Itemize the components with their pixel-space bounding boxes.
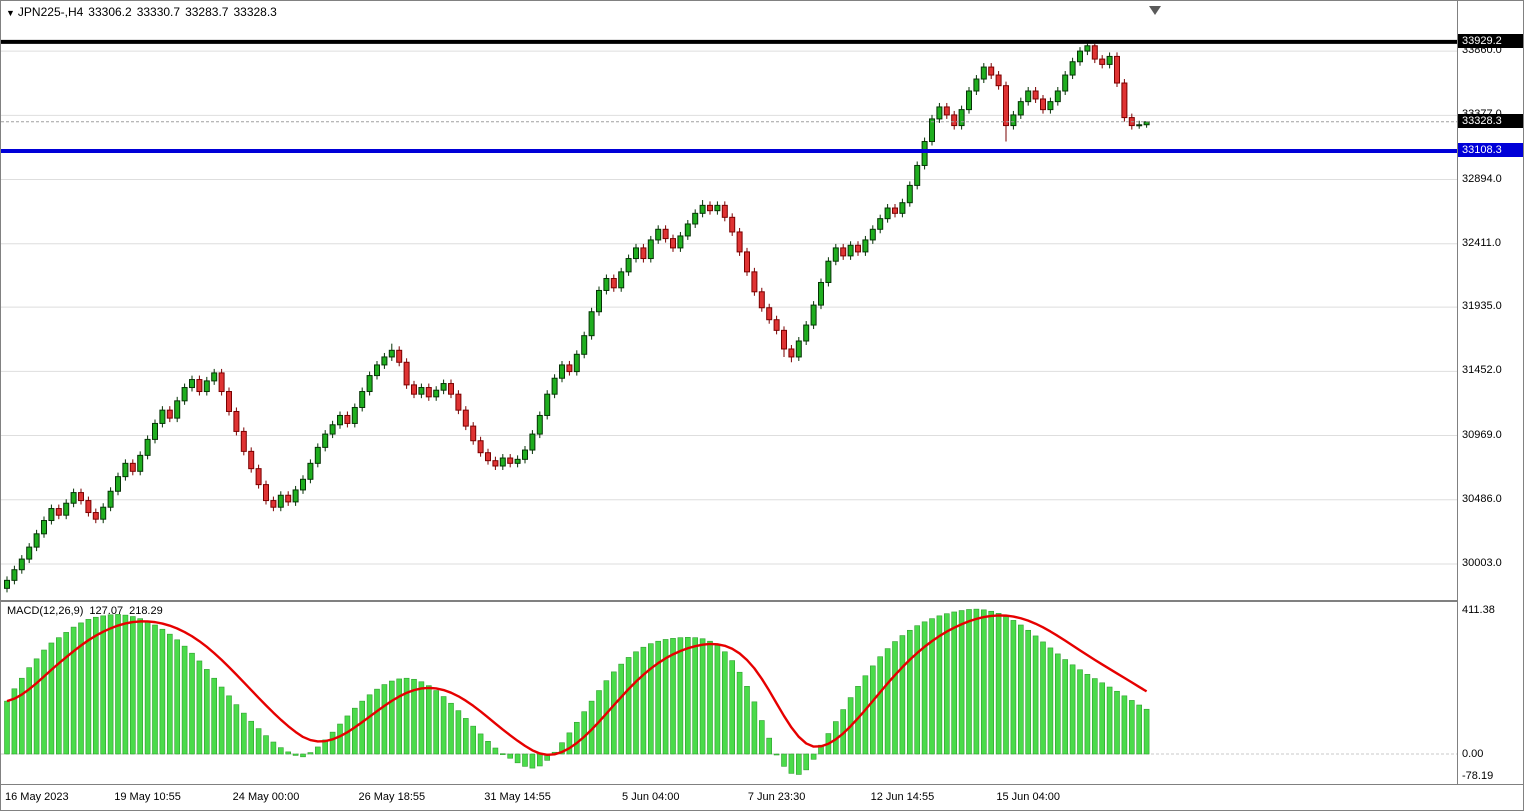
symbol-dropdown-icon[interactable]: ▼ [6,8,15,18]
price-tag: 33328.3 [1458,113,1523,128]
macd-tick-label: -78.19 [1462,770,1494,782]
ohlc-open: 33306.2 [88,5,132,19]
time-tick-label: 26 May 18:55 [358,791,426,803]
price-tick-label: 30003.0 [1462,557,1502,569]
macd-tick-label: 411.38 [1462,604,1495,616]
price-tick-label: 30969.0 [1462,428,1502,441]
macd-histogram-layer [4,608,1150,775]
chart-canvas[interactable] [1,1,1457,784]
time-tick-label: 16 May 2023 [5,791,69,803]
price-tick-label: 32411.0 [1462,236,1501,249]
macd-tick-label: 0.00 [1462,748,1484,760]
price-axis[interactable]: 30003.0 30486.0 30969.0 31452.0 31935.0 32411… [1457,1,1523,784]
symbol-timeframe: JPN225-,H4 [17,5,84,19]
ohlc-low: 33283.7 [185,5,229,19]
time-tick-label: 24 May 00:00 [232,791,300,803]
indicator-macd-value: 127.07 [89,605,124,617]
chart-title: ▼ JPN225-,H4 33306.2 33330.7 33283.7 33328.3 [6,5,282,19]
time-tick-label: 15 Jun 04:00 [996,791,1060,803]
indicator-label: MACD(12,26,9) 127.07 218.29 [7,605,169,617]
time-tick-label: 12 Jun 14:55 [870,791,935,803]
time-axis[interactable]: 16 May 2023 19 May 10:55 24 May 00:00 26 Ma… [1,784,1523,810]
ohlc-close: 33328.3 [233,5,277,19]
price-tick-label: 31452.0 [1462,364,1502,377]
time-tick-label: 5 Jun 04:00 [622,791,680,803]
price-tag: 33929.2 [1458,33,1523,48]
level-lines-layer [1,39,1457,154]
candles-layer [4,41,1150,593]
price-tick-label: 32894.0 [1462,172,1502,185]
chart-shift-icon[interactable] [1149,6,1161,15]
price-tag: 33108.3 [1458,143,1523,158]
indicator-name: MACD(12,26,9) [7,605,84,617]
time-tick-label: 19 May 10:55 [114,791,181,803]
price-tick-label: 30486.0 [1462,492,1502,505]
macd-signal-line [6,614,1148,757]
price-tick-label: 31935.0 [1462,300,1502,313]
ohlc-high: 33330.7 [136,5,181,19]
indicator-signal-value: 218.29 [129,605,163,617]
panel-separator[interactable] [1,600,1523,602]
time-tick-label: 31 May 14:55 [484,791,551,803]
time-tick-label: 7 Jun 23:30 [747,791,806,803]
